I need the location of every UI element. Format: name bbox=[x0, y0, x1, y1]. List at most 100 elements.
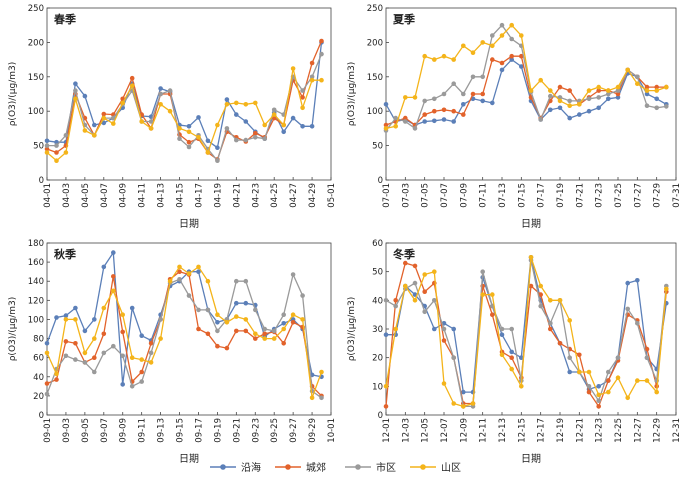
x-tick-label: 09-29 bbox=[308, 418, 318, 443]
y-tick-label: 0 bbox=[39, 411, 44, 421]
x-tick-label: 10-01 bbox=[327, 418, 337, 443]
data-point bbox=[262, 122, 268, 128]
data-point bbox=[480, 74, 486, 80]
data-point bbox=[548, 107, 553, 113]
data-point bbox=[403, 283, 408, 289]
data-point bbox=[480, 269, 486, 275]
data-point bbox=[224, 345, 230, 351]
data-point bbox=[567, 355, 572, 361]
data-point bbox=[101, 350, 107, 356]
x-tick-label: 04-13 bbox=[157, 183, 167, 208]
legend-label: 市区 bbox=[376, 461, 396, 474]
data-point bbox=[73, 341, 78, 346]
data-point bbox=[234, 300, 239, 306]
data-point bbox=[441, 381, 447, 386]
panel-title: 春季 bbox=[54, 12, 77, 26]
x-tick-label: 12-23 bbox=[595, 418, 605, 443]
data-point bbox=[319, 369, 324, 375]
data-point bbox=[383, 102, 389, 107]
x-tick-label: 12-09 bbox=[459, 418, 469, 443]
data-point bbox=[393, 115, 399, 121]
data-point bbox=[412, 126, 418, 131]
data-point bbox=[205, 278, 211, 284]
x-tick-label: 12-25 bbox=[614, 418, 624, 443]
x-tick-label: 07-03 bbox=[401, 183, 411, 208]
x-tick-label: 04-29 bbox=[308, 183, 318, 208]
data-point bbox=[111, 274, 116, 279]
data-point bbox=[300, 105, 305, 111]
data-point bbox=[567, 369, 572, 375]
data-point bbox=[644, 346, 650, 352]
x-tick-label: 07-27 bbox=[633, 183, 643, 208]
data-point bbox=[82, 128, 88, 133]
data-point bbox=[654, 96, 659, 102]
series-line bbox=[386, 257, 667, 393]
series-line bbox=[46, 270, 322, 397]
data-point bbox=[177, 264, 182, 270]
data-point bbox=[92, 336, 97, 341]
data-point bbox=[271, 328, 277, 334]
data-point bbox=[615, 95, 621, 100]
x-tick-label: 12-29 bbox=[653, 418, 663, 443]
data-point bbox=[403, 260, 408, 266]
data-point bbox=[111, 343, 116, 349]
data-point bbox=[461, 389, 466, 395]
data-point bbox=[538, 117, 543, 122]
x-tick-label: 09-09 bbox=[119, 418, 129, 443]
data-point bbox=[644, 91, 650, 97]
data-point bbox=[383, 126, 389, 131]
data-point bbox=[44, 146, 50, 152]
data-point bbox=[215, 328, 220, 334]
data-point bbox=[234, 314, 239, 319]
data-point bbox=[262, 336, 268, 341]
data-point bbox=[432, 108, 437, 114]
data-point bbox=[129, 384, 135, 389]
data-point bbox=[44, 381, 50, 386]
data-point bbox=[148, 360, 154, 365]
legend-label: 山区 bbox=[441, 462, 461, 474]
data-point bbox=[383, 404, 389, 409]
data-point bbox=[586, 108, 592, 114]
data-point bbox=[461, 91, 466, 97]
data-point bbox=[654, 88, 659, 93]
panel-autumn: 0 20 40 60 80 100 120 140 160 180 09-01 09-03 09-05 0… bbox=[8, 239, 337, 465]
data-point bbox=[224, 126, 230, 131]
data-point bbox=[403, 95, 408, 100]
data-point bbox=[215, 320, 220, 325]
data-point bbox=[441, 326, 447, 332]
y-tick-label: 10 bbox=[372, 382, 383, 392]
data-point bbox=[509, 57, 514, 62]
data-point bbox=[596, 404, 601, 409]
data-point bbox=[271, 336, 277, 341]
data-point bbox=[224, 320, 230, 325]
data-point bbox=[625, 306, 630, 312]
data-point bbox=[139, 333, 144, 339]
data-point bbox=[596, 95, 601, 100]
data-point bbox=[73, 305, 78, 311]
x-tick-label: 04-27 bbox=[289, 183, 299, 208]
x-tick-label: 04-01 bbox=[43, 183, 53, 208]
x-tick-label: 07-23 bbox=[595, 183, 605, 208]
data-point bbox=[281, 326, 287, 332]
data-point bbox=[319, 395, 324, 401]
x-tick-label: 09-19 bbox=[213, 418, 223, 443]
x-tick-label: 07-11 bbox=[479, 183, 489, 208]
data-point bbox=[262, 326, 268, 332]
data-point bbox=[205, 150, 211, 155]
x-tick-label: 09-25 bbox=[270, 418, 280, 443]
data-point bbox=[300, 317, 305, 322]
y-tick-label: 150 bbox=[28, 73, 44, 83]
y-tick-label: 60 bbox=[372, 239, 383, 249]
legend: 沿海 城郊 市区 山区 bbox=[210, 461, 461, 474]
data-point bbox=[422, 119, 428, 124]
data-point bbox=[596, 105, 601, 111]
y-tick-label: 0 bbox=[378, 411, 383, 421]
data-point bbox=[44, 391, 50, 397]
data-point bbox=[635, 321, 640, 326]
series-line bbox=[46, 40, 323, 161]
data-point bbox=[281, 122, 287, 128]
data-point bbox=[309, 395, 315, 401]
data-point bbox=[129, 83, 135, 88]
y-tick-label: 100 bbox=[28, 107, 44, 117]
data-point bbox=[82, 93, 88, 99]
